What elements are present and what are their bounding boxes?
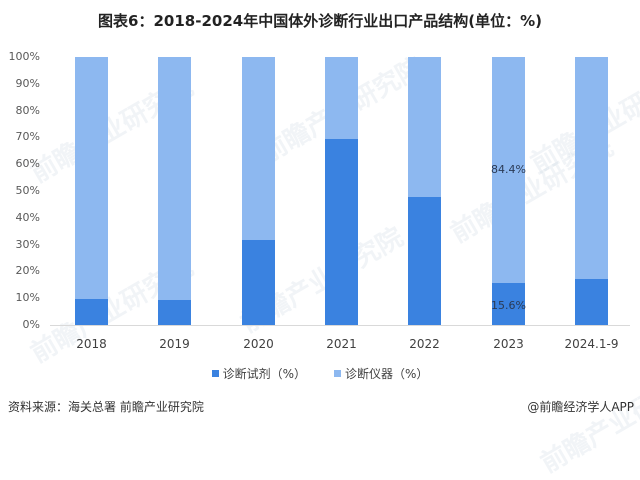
bar-segment-instrument	[242, 57, 275, 241]
source-note: 资料来源：海关总署 前瞻产业研究院	[8, 400, 204, 414]
y-tick-label: 90%	[15, 76, 40, 90]
y-tick-label: 10%	[15, 291, 40, 305]
credit-note: @前瞻经济学人APP	[527, 400, 634, 414]
bar-segment-reagent	[408, 196, 441, 325]
bar-2024.1-9	[575, 57, 608, 325]
x-tick-label: 2021	[326, 337, 357, 351]
bar-segment-instrument	[575, 57, 608, 279]
legend-label: 诊断试剂（%）	[222, 367, 306, 381]
legend-swatch-light-icon	[334, 370, 341, 377]
y-tick-label: 100%	[8, 50, 40, 63]
y-tick-label: 70%	[15, 130, 40, 144]
x-tick-label: 2023	[493, 337, 524, 351]
x-tick-label: 2022	[409, 337, 440, 351]
bar-segment-instrument	[408, 57, 441, 197]
bar-2018	[75, 57, 108, 325]
x-tick-label: 2024.1-9	[564, 337, 619, 351]
y-tick-label: 20%	[15, 264, 40, 278]
bar-segment-instrument	[325, 57, 358, 139]
chart-plot-area: 前瞻产业研究院前瞻产业研究院前瞻产业研究院前瞻产业研究院前瞻产业研究院前瞻产业研…	[8, 50, 640, 479]
legend-swatch-dark-icon	[211, 370, 219, 377]
bar-segment-instrument	[158, 57, 191, 301]
x-tick-label: 2019	[159, 337, 190, 351]
bar-segment-reagent	[75, 299, 108, 325]
y-tick-label: 50%	[15, 184, 40, 197]
y-tick-label: 60%	[15, 157, 40, 171]
bar-segment-instrument	[492, 57, 525, 284]
bar-segment-instrument	[75, 57, 108, 299]
y-tick-label: 80%	[15, 103, 40, 117]
chart-title: 图表6：2018-2024年中国体外诊断行业出口产品结构(单位：%)	[98, 12, 542, 30]
bar-segment-reagent	[575, 278, 608, 325]
bar-segment-reagent	[242, 240, 275, 325]
legend-item-reagent: 诊断试剂（%）	[211, 365, 306, 382]
bar-2023	[492, 57, 525, 325]
legend-label: 诊断仪器（%）	[345, 367, 429, 381]
x-tick-label: 2018	[76, 337, 107, 351]
data-label-reagent-2023: 15.6%	[491, 299, 526, 312]
x-tick-label: 2020	[243, 337, 274, 351]
data-label-instrument-2023: 84.4%	[491, 163, 526, 176]
y-tick-label: 30%	[15, 237, 40, 251]
y-tick-label: 40%	[15, 210, 40, 224]
bar-2020	[242, 57, 275, 325]
bar-segment-reagent	[158, 300, 191, 325]
bar-2021	[325, 57, 358, 325]
x-axis-line	[50, 325, 630, 326]
y-tick-label: 0%	[22, 318, 40, 331]
bar-2019	[158, 57, 191, 325]
bar-segment-reagent	[325, 139, 358, 325]
bar-2022	[408, 57, 441, 325]
bar-segment-reagent	[492, 283, 525, 325]
chart-legend: 诊断试剂（%） 诊断仪器（%）	[0, 365, 640, 382]
legend-item-instrument: 诊断仪器（%）	[334, 365, 428, 382]
